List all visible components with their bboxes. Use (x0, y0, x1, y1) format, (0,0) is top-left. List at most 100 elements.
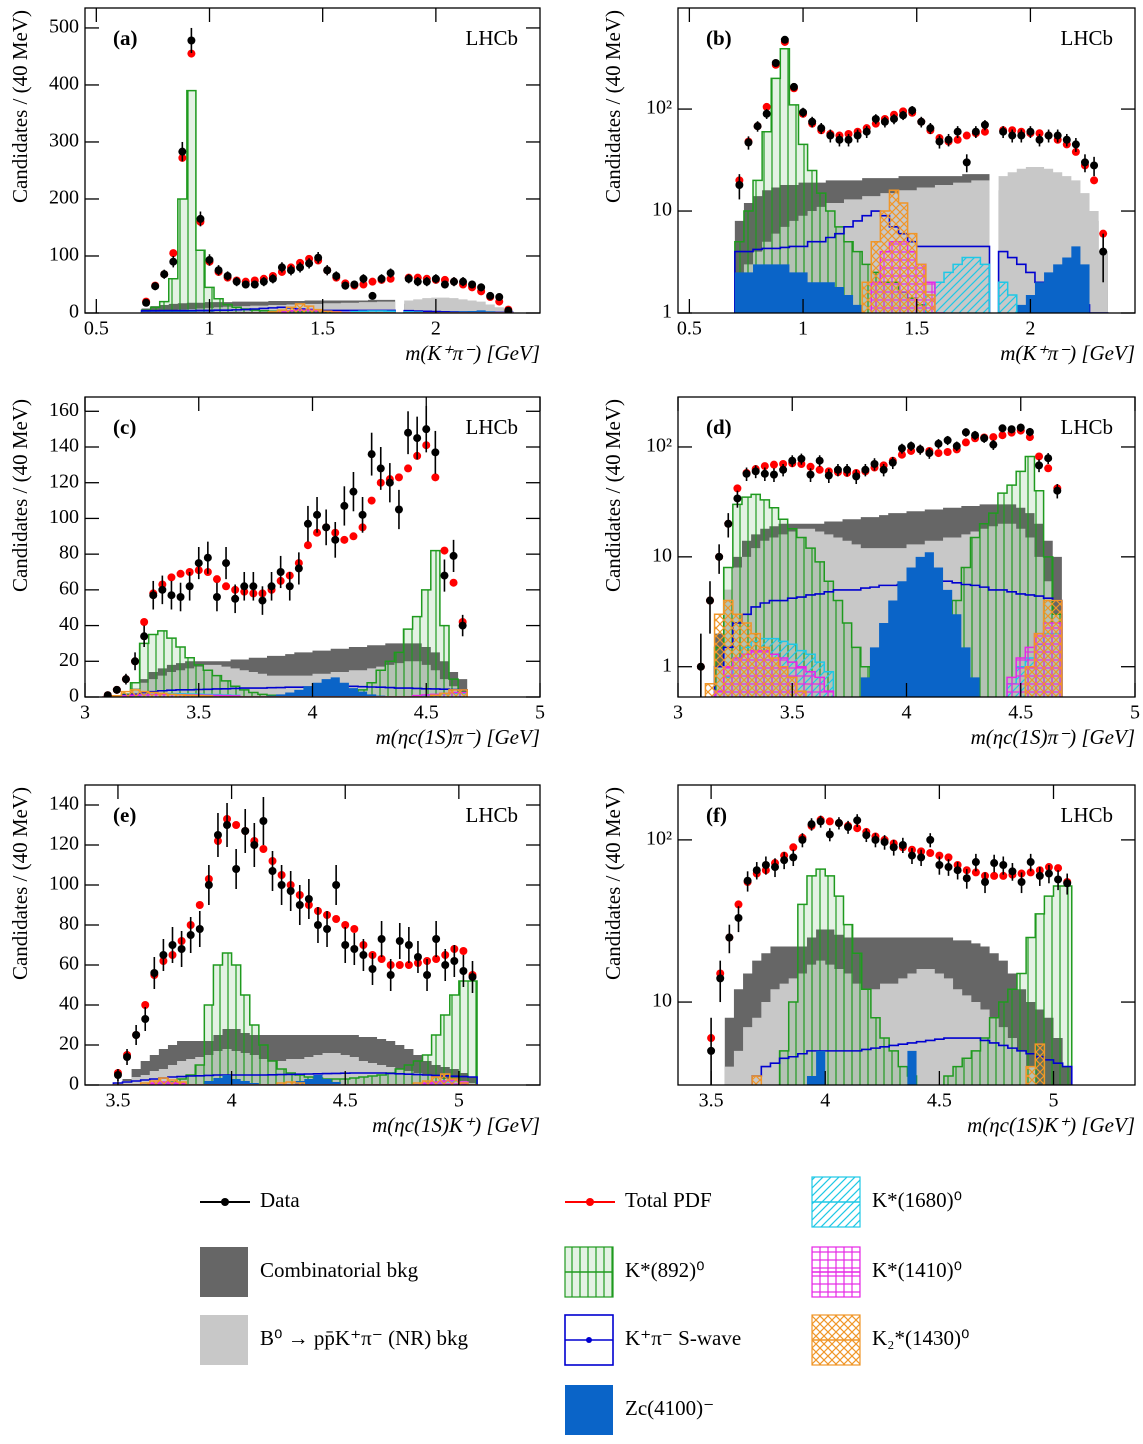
component-histogram (704, 599, 1063, 697)
data-point (440, 280, 449, 289)
data-point (871, 835, 880, 844)
data-point (359, 951, 368, 959)
x-axis-title: m(K⁺π⁻) [GeV] (405, 341, 540, 365)
data-point (926, 835, 935, 844)
data-point (907, 851, 916, 860)
data-point (160, 270, 169, 279)
panel-label: (a) (113, 26, 138, 50)
data-point (195, 901, 204, 909)
y-tick-label: 120 (49, 833, 79, 855)
data-point (350, 280, 359, 289)
data-point (422, 425, 431, 434)
data-point (961, 438, 970, 447)
data-point (141, 1015, 150, 1023)
panel-label: (c) (113, 415, 136, 439)
data-point (943, 436, 952, 445)
y-tick-label: 500 (49, 16, 79, 38)
x-tick-label: 3 (80, 702, 90, 724)
data-point (350, 925, 359, 933)
data-point (835, 135, 844, 144)
y-tick-label: 100 (49, 506, 79, 528)
data-point (368, 291, 377, 300)
data-point (404, 961, 413, 969)
y-tick-label: 10² (646, 435, 672, 457)
data-point (394, 473, 403, 482)
legend-label: Total PDF (625, 1188, 712, 1212)
data-point (897, 450, 906, 459)
data-point (971, 858, 980, 867)
x-tick-label: 4 (227, 1090, 237, 1112)
data-point (779, 465, 788, 474)
data-point (952, 442, 961, 451)
data-point (286, 887, 295, 895)
data-point (1026, 127, 1035, 136)
legend-label: K*(1680)⁰ (872, 1188, 962, 1212)
y-axis-title: Candidates / (40 MeV) (8, 399, 32, 592)
legend-entry: K⁺π⁻ S-wave (564, 1314, 741, 1366)
y-tick-label: 140 (49, 793, 79, 815)
y-tick-label: 40 (59, 993, 79, 1015)
data-point (1054, 875, 1063, 884)
data-point (231, 594, 240, 603)
data-point (341, 941, 350, 949)
data-point (323, 925, 332, 933)
y-tick-label: 100 (49, 873, 79, 895)
data-point (934, 439, 943, 448)
y-tick-label: 100 (49, 244, 79, 266)
y-tick-label: 60 (59, 577, 79, 599)
data-point (376, 464, 385, 473)
legend-entry: K*(1410)⁰ (811, 1246, 962, 1298)
data-point (1025, 427, 1034, 436)
data-point (953, 866, 962, 875)
x-axis-title: m(ηc(1S)π⁻) [GeV] (376, 725, 540, 749)
data-point (1090, 161, 1099, 170)
data-point (222, 582, 231, 591)
data-point (223, 271, 232, 280)
data-point (926, 849, 935, 858)
data-point (1099, 247, 1108, 256)
data-point (204, 881, 213, 889)
data-point (917, 117, 926, 126)
panel-label: (f) (706, 803, 727, 827)
data-point (386, 971, 395, 979)
data-point (907, 442, 916, 451)
data-point (771, 59, 780, 68)
data-point (1071, 140, 1080, 149)
data-point (824, 471, 833, 480)
data-point (332, 271, 341, 280)
y-tick-label: 20 (59, 1033, 79, 1055)
component-histogram (751, 1037, 1073, 1085)
data-point (303, 541, 312, 550)
data-point (799, 108, 808, 117)
x-tick-label: 4 (820, 1090, 830, 1112)
data-point (916, 445, 925, 454)
y-axis-title: Candidates / (40 MeV) (8, 787, 32, 980)
data-point (762, 109, 771, 118)
data-point (825, 817, 834, 826)
legend-entry: Total PDF (565, 1188, 712, 1212)
data-point (185, 582, 194, 591)
data-point (807, 820, 816, 829)
data-point (304, 895, 313, 903)
y-tick-label: 1 (662, 654, 672, 676)
data-point (413, 953, 422, 961)
data-point (432, 955, 441, 963)
data-point (413, 434, 422, 443)
data-point (367, 496, 376, 505)
data-point (332, 915, 341, 923)
data-point (341, 921, 350, 929)
data-point (404, 941, 413, 949)
data-point (432, 935, 441, 943)
component-histogram (734, 246, 1099, 313)
data-point (999, 127, 1008, 136)
data-point (806, 462, 815, 471)
legend-entry: Combinatorial bkg (200, 1247, 419, 1297)
data-point (203, 553, 212, 562)
data-point (212, 575, 221, 584)
legend-entry: Zc(4100)⁻ (565, 1385, 714, 1435)
component-histogram (860, 552, 980, 697)
data-point (935, 861, 944, 870)
legend-entry: K*(1680)⁰ (811, 1176, 962, 1228)
data-point (458, 621, 467, 630)
data-point (760, 462, 769, 471)
